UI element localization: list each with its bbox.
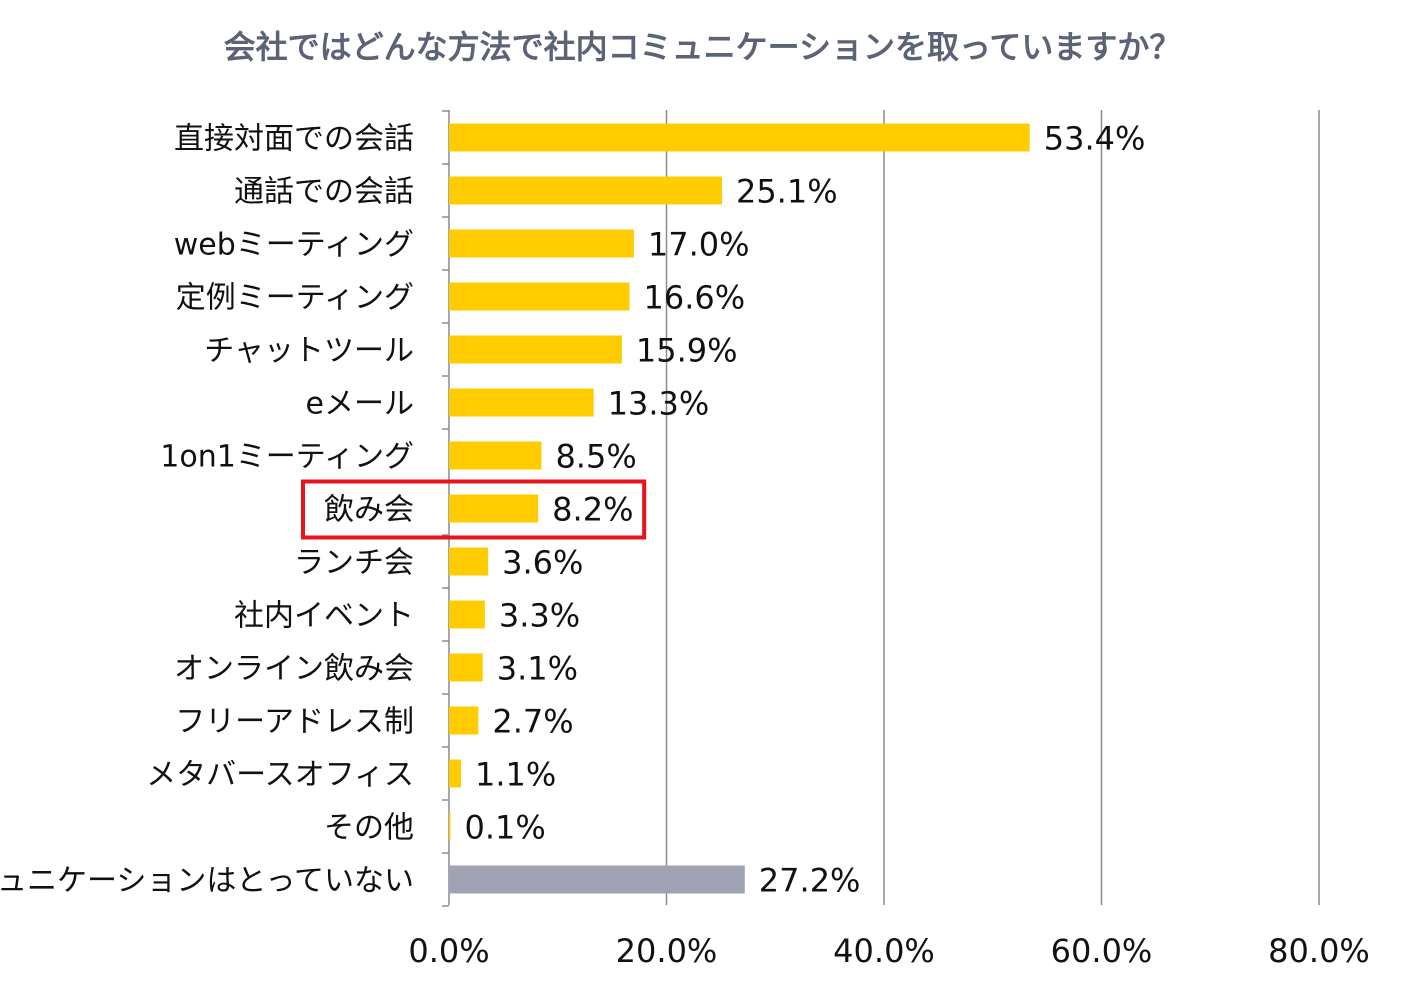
category-label: ランチ会 [294,546,414,581]
bar [449,388,594,417]
y-axis [442,110,450,907]
x-tick-label: 20.0% [616,932,718,970]
data-label: 25.1% [736,173,838,211]
highlight-box [301,479,647,540]
category-label: eメール [306,387,414,422]
bar [449,547,489,576]
data-label: 8.2% [552,491,633,529]
bar [449,494,539,523]
x-tick-label: 0.0% [408,932,489,970]
data-label: 3.6% [502,544,583,582]
data-label: 15.9% [636,332,738,370]
data-label: 1.1% [475,756,556,794]
data-label: 17.0% [648,226,750,264]
category-label: 飲み会 [324,493,414,528]
bar [449,335,622,364]
data-label: 8.5% [555,438,636,476]
gridlines [665,110,1320,905]
data-label: 27.2% [759,862,861,900]
bar [449,706,479,735]
category-label: フリーアドレス制 [175,705,414,740]
data-label: 53.4% [1044,120,1146,158]
bar [449,600,485,629]
category-label: オンライン飲み会 [174,652,414,687]
chart-title: 会社ではどんな方法で社内コミュニケーションを取っていますか？ [223,28,1182,66]
data-label: 13.3% [608,385,710,423]
category-label: コミュニケーションはとっていない [0,864,414,899]
category-label: 1on1ミーティング [160,440,414,475]
bar [449,282,630,311]
data-label: 0.1% [465,809,546,847]
data-label: 16.6% [644,279,746,317]
category-label: 定例ミーティング [176,281,414,316]
bar [449,653,483,682]
data-label: 3.1% [497,650,578,688]
highlight-layer [301,479,647,540]
bar [449,865,745,894]
bar [449,812,451,841]
bars [449,123,1030,894]
bar [449,123,1030,152]
category-label: webミーティング [174,228,414,263]
x-tick-label: 80.0% [1268,932,1370,970]
category-label: 通話での会話 [234,175,414,210]
category-label: メタバースオフィス [146,758,414,793]
data-label: 3.3% [499,597,580,635]
category-label: チャットツール [204,334,414,369]
category-label: その他 [324,811,414,846]
bar [449,759,461,788]
category-label: 直接対面での会話 [174,122,414,157]
data-label: 2.7% [492,703,573,741]
bar [449,229,634,258]
value-labels: 53.4% 25.1% 17.0% 16.6% 15.9% 13.3% 8.5% 8.2% 3.… [465,120,1146,900]
category-label: 社内イベント [234,599,414,634]
bar [449,176,722,205]
x-tick-label: 60.0% [1051,932,1153,970]
x-tick-labels: 0.0% 20.0% 40.0% 60.0% 80.0% [408,932,1369,970]
bar [449,441,542,470]
x-tick-label: 40.0% [833,932,935,970]
